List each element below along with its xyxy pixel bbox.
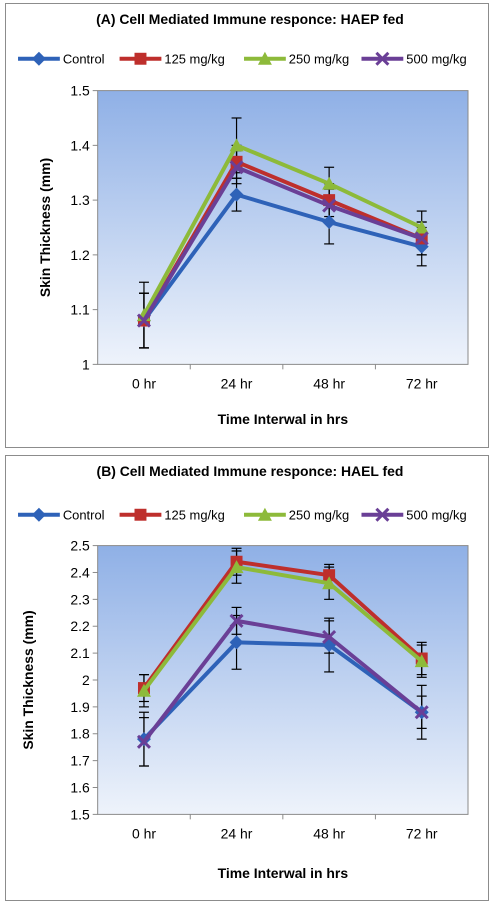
chart-b-legend-marker-2 bbox=[257, 507, 272, 521]
chart-a-legend-label-1: 125 mg/kg bbox=[164, 52, 224, 67]
chart-a-legend-marker-2 bbox=[257, 51, 272, 65]
chart-a-point-3-2-stroke-2 bbox=[322, 198, 337, 213]
chart-b-ytick-label-10: 2.5 bbox=[70, 538, 90, 554]
chart-b-ytick-label-6: 2.1 bbox=[70, 645, 90, 661]
chart-b-ytick-label-9: 2.4 bbox=[70, 564, 90, 580]
chart-a-point-3-0 bbox=[136, 313, 151, 328]
chart-a-plot-area bbox=[97, 90, 469, 365]
chart-b-point-2-2 bbox=[322, 576, 337, 590]
chart-panel-b: (B) Cell Mediated Immune responce: HAEL … bbox=[5, 455, 489, 901]
chart-a-point-0-2 bbox=[322, 215, 337, 229]
chart-a-legend-marker-3 bbox=[375, 51, 390, 66]
chart-a-point-1-1 bbox=[230, 155, 243, 168]
chart-b-point-3-3-stroke-2 bbox=[414, 705, 429, 720]
chart-a-point-3-0-stroke-2 bbox=[136, 313, 151, 328]
chart-a-point-3-3-stroke-2 bbox=[414, 231, 429, 246]
chart-a-legend-label-2: 250 mg/kg bbox=[289, 52, 349, 67]
chart-a-point-3-3 bbox=[414, 231, 429, 246]
chart-b-ytick-label-4: 1.9 bbox=[70, 699, 90, 715]
chart-a-point-3-1-stroke-2 bbox=[229, 160, 244, 175]
chart-b-series-line-0 bbox=[142, 640, 423, 741]
chart-b-point-3-1-stroke-2 bbox=[229, 613, 244, 628]
chart-b-ytick-label-5: 2 bbox=[82, 672, 90, 688]
chart-a-series-line-2 bbox=[142, 143, 423, 317]
chart-b-legend-label-1: 125 mg/kg bbox=[164, 508, 224, 523]
chart-b-title: (B) Cell Mediated Immune responce: HAEL … bbox=[97, 463, 404, 479]
chart-a-xtick-label-2: 48 hr bbox=[313, 375, 345, 391]
chart-a-ytick-label-4: 1.4 bbox=[70, 137, 90, 153]
chart-a-ytick-label-3: 1.3 bbox=[70, 192, 90, 208]
chart-panel-a: (A) Cell Mediated Immune responce: HAEP … bbox=[5, 3, 489, 448]
chart-a-ytick-label-5: 1.5 bbox=[70, 83, 90, 99]
chart-a-legend-item-0: Control bbox=[18, 52, 105, 67]
chart-b-point-1-2 bbox=[323, 569, 336, 582]
chart-b-plot-area bbox=[97, 545, 469, 815]
chart-b-legend-marker-3-stroke-2 bbox=[375, 507, 390, 522]
chart-b-ytick-label-0: 1.5 bbox=[70, 806, 90, 822]
chart-b-point-2-0 bbox=[136, 683, 151, 697]
chart-a-x-axis-title: Time Interwal in hrs bbox=[218, 411, 349, 427]
chart-a-ytick-label-0: 1 bbox=[82, 356, 90, 372]
chart-b-point-0-1 bbox=[229, 635, 244, 650]
chart-b-point-3-2 bbox=[322, 629, 337, 645]
chart-b-point-3-2-stroke-2 bbox=[322, 629, 337, 645]
chart-a-legend-item-2: 250 mg/kg bbox=[244, 52, 349, 67]
chart-a-series-line-3 bbox=[142, 165, 423, 322]
chart-b-ytick-label-7: 2.2 bbox=[70, 618, 90, 634]
chart-a-legend-marker-3-stroke-2 bbox=[375, 51, 390, 66]
chart-b-xtick-label-3: 72 hr bbox=[406, 825, 438, 841]
chart-a-legend-label-0: Control bbox=[63, 52, 105, 67]
chart-a-series-line-0 bbox=[142, 192, 423, 322]
chart-a-title: (A) Cell Mediated Immune responce: HAEP … bbox=[96, 11, 404, 27]
chart-b-ytick-label-1: 1.6 bbox=[70, 779, 90, 795]
chart-a-xtick-label-3: 72 hr bbox=[406, 375, 438, 391]
chart-a-point-1-2 bbox=[323, 194, 336, 207]
chart-b-point-3-3 bbox=[414, 705, 429, 720]
chart-b-legend-label-3: 500 mg/kg bbox=[406, 508, 466, 523]
chart-b-ytick-label-8: 2.3 bbox=[70, 591, 90, 607]
chart-b-point-2-1 bbox=[229, 560, 244, 574]
chart-b-legend-marker-3 bbox=[375, 507, 390, 522]
chart-a-point-0-1 bbox=[229, 187, 244, 202]
chart-b-legend-label-0: Control bbox=[63, 508, 105, 523]
chart-b-point-3-0-stroke-2 bbox=[136, 734, 151, 749]
chart-a-point-2-2 bbox=[322, 176, 337, 190]
chart-b-legend-marker-0 bbox=[31, 507, 46, 522]
chart-a-legend-marker-1 bbox=[134, 52, 147, 65]
chart-b-legend-item-0: Control bbox=[18, 508, 105, 523]
chart-b-point-3-0 bbox=[136, 734, 151, 749]
chart-a-point-3-2 bbox=[322, 198, 337, 213]
chart-b-x-axis-title: Time Interwal in hrs bbox=[218, 865, 349, 881]
chart-a-xtick-label-1: 24 hr bbox=[221, 375, 253, 391]
chart-a-point-2-3 bbox=[414, 220, 429, 234]
chart-b-legend-label-2: 250 mg/kg bbox=[289, 508, 349, 523]
chart-b-y-axis-title: Skin Thickness (mm) bbox=[20, 610, 36, 749]
chart-b-series-line-2 bbox=[142, 565, 423, 692]
chart-a-legend-item-3: 500 mg/kg bbox=[361, 51, 467, 67]
chart-b-series-line-1 bbox=[142, 559, 424, 690]
chart-b-point-2-3 bbox=[414, 654, 429, 668]
chart-b-xtick-label-1: 24 hr bbox=[221, 825, 253, 841]
chart-a-ytick-label-1: 1.1 bbox=[70, 302, 90, 318]
chart-b-xtick-label-0: 0 hr bbox=[132, 825, 156, 841]
chart-b-legend-marker-1 bbox=[134, 508, 147, 521]
chart-b-series-line-3 bbox=[142, 618, 423, 744]
chart-a-xtick-label-0: 0 hr bbox=[132, 375, 156, 391]
chart-a-svg: (A) Cell Mediated Immune responce: HAEP … bbox=[18, 11, 469, 427]
chart-a-legend-item-1: 125 mg/kg bbox=[119, 52, 225, 67]
chart-b-svg: (B) Cell Mediated Immune responce: HAEL … bbox=[18, 463, 469, 881]
chart-a-legend-label-3: 500 mg/kg bbox=[406, 52, 466, 67]
chart-b-ytick-label-3: 1.8 bbox=[70, 726, 90, 742]
chart-a-y-axis-title: Skin Thickness (mm) bbox=[37, 158, 53, 297]
chart-b-legend-item-1: 125 mg/kg bbox=[119, 508, 225, 523]
chart-b-legend-item-2: 250 mg/kg bbox=[244, 508, 349, 523]
chart-a-legend-marker-0 bbox=[31, 51, 46, 66]
chart-a-point-3-1 bbox=[229, 160, 244, 175]
chart-a-ytick-label-2: 1.2 bbox=[70, 247, 90, 263]
chart-b-ytick-label-2: 1.7 bbox=[70, 753, 90, 769]
chart-b-legend-item-3: 500 mg/kg bbox=[361, 507, 467, 523]
chart-b-point-3-1 bbox=[229, 613, 244, 628]
chart-a-point-2-1 bbox=[229, 138, 244, 152]
chart-b-xtick-label-2: 48 hr bbox=[313, 825, 345, 841]
